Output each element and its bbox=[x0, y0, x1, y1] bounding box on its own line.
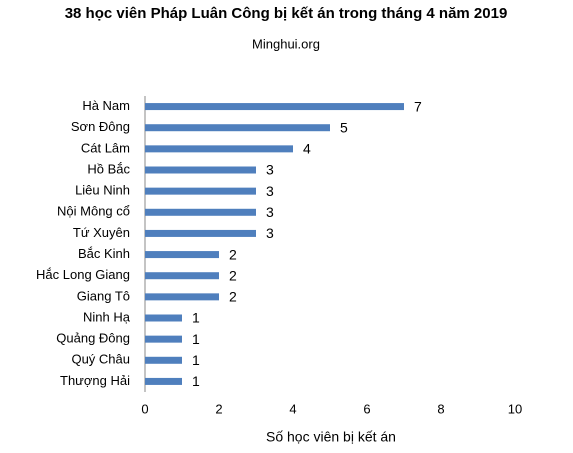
value-label: 5 bbox=[340, 119, 348, 135]
y-tick-label: Liêu Ninh bbox=[75, 183, 130, 198]
bar bbox=[145, 229, 256, 237]
bar bbox=[145, 335, 182, 343]
bar bbox=[145, 293, 219, 301]
y-tick-label: Tứ Xuyên bbox=[73, 225, 130, 240]
bar bbox=[145, 124, 330, 132]
bar bbox=[145, 356, 182, 364]
y-tick-label: Sơn Đông bbox=[71, 119, 130, 134]
y-tick-label: Thượng Hải bbox=[60, 373, 130, 388]
y-tick-label: Quý Châu bbox=[71, 352, 130, 367]
y-tick-label: Cát Lâm bbox=[81, 140, 130, 155]
y-tick-label: Hắc Long Giang bbox=[36, 267, 130, 282]
bar bbox=[145, 314, 182, 322]
bar bbox=[145, 251, 219, 259]
y-tick-label: Bắc Kinh bbox=[78, 246, 130, 261]
value-label: 1 bbox=[192, 310, 200, 326]
x-tick-label: 6 bbox=[363, 401, 370, 416]
bar bbox=[145, 187, 256, 195]
bar bbox=[145, 377, 182, 385]
chart-title: 38 học viên Pháp Luân Công bị kết án tro… bbox=[65, 5, 508, 22]
x-tick-label: 8 bbox=[437, 401, 444, 416]
bar bbox=[145, 103, 404, 111]
value-label: 3 bbox=[266, 204, 274, 220]
x-tick-label: 4 bbox=[289, 401, 296, 416]
x-axis-label: Số học viên bị kết án bbox=[266, 429, 396, 445]
value-label: 1 bbox=[192, 373, 200, 389]
value-label: 2 bbox=[229, 289, 237, 305]
x-tick-label: 0 bbox=[141, 401, 148, 416]
value-label: 3 bbox=[266, 162, 274, 178]
y-tick-label: Nội Mông cổ bbox=[57, 204, 130, 219]
bar bbox=[145, 208, 256, 216]
y-tick-label: Quảng Đông bbox=[56, 331, 130, 346]
chart-subtitle: Minghui.org bbox=[252, 36, 320, 51]
y-tick-label: Hồ Bắc bbox=[87, 161, 130, 176]
value-label: 7 bbox=[414, 98, 422, 114]
value-label: 4 bbox=[303, 141, 311, 157]
x-tick-label: 10 bbox=[508, 401, 522, 416]
y-tick-label: Ninh Hạ bbox=[83, 309, 131, 324]
y-tick-label: Giang Tô bbox=[77, 288, 130, 303]
bar bbox=[145, 272, 219, 280]
bar bbox=[145, 166, 256, 174]
value-label: 2 bbox=[229, 267, 237, 283]
value-label: 1 bbox=[192, 331, 200, 347]
value-label: 3 bbox=[266, 183, 274, 199]
x-tick-label: 2 bbox=[215, 401, 222, 416]
value-label: 1 bbox=[192, 352, 200, 368]
value-label: 3 bbox=[266, 225, 274, 241]
bar bbox=[145, 145, 293, 153]
value-label: 2 bbox=[229, 246, 237, 262]
y-tick-label: Hà Nam bbox=[82, 98, 130, 113]
